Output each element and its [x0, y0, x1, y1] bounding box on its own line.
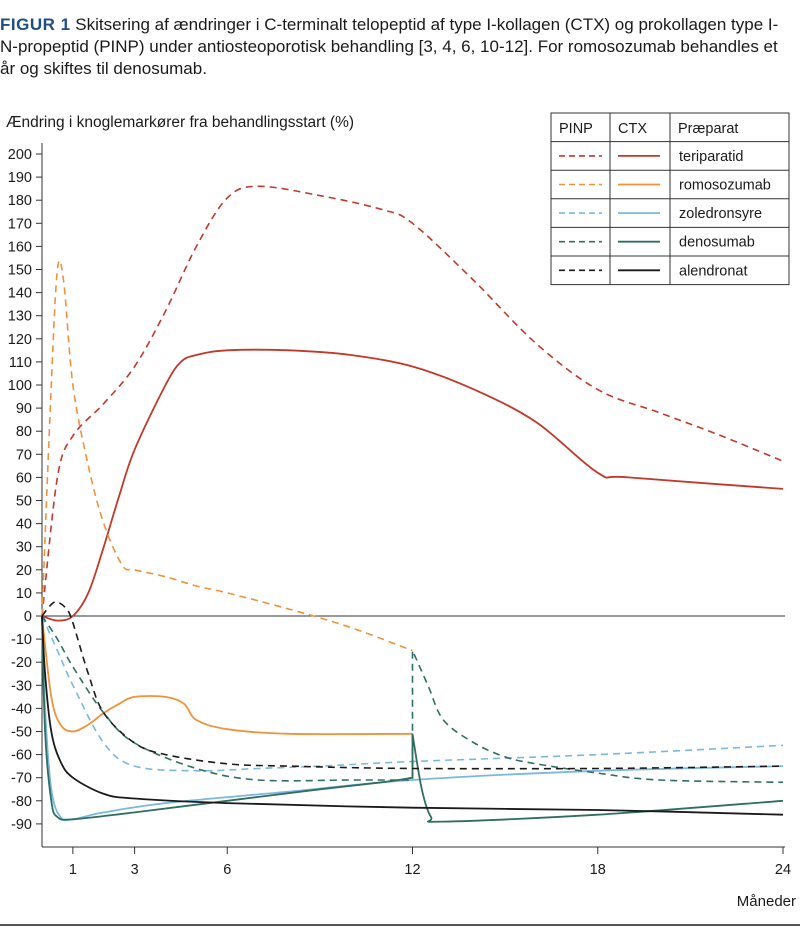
y-tick-label: 30 [16, 540, 32, 556]
y-tick-label: 80 [16, 424, 32, 440]
figure-label: FIGUR 1 [0, 15, 71, 34]
x-tick-label: 6 [223, 862, 231, 878]
series-zoledronsyre-ctx [41, 615, 784, 822]
series-denosumab-ctx [41, 615, 784, 823]
y-tick-label: 20 [16, 563, 32, 579]
x-axis-label: Måneder [737, 893, 796, 910]
y-tick-label: 0 [24, 609, 32, 625]
x-tick-label: 12 [404, 862, 420, 878]
x-tick-label: 1 [69, 862, 77, 878]
y-axis-label: Ændring i knoglemarkører fra behandlings… [6, 114, 354, 131]
y-tick-label: 70 [16, 447, 32, 463]
series-alendronat-ctx [41, 615, 784, 816]
y-tick-label: -10 [11, 632, 32, 648]
y-tick-label: -50 [11, 725, 32, 741]
y-tick-label: 60 [16, 470, 32, 486]
series-teriparatid-ctx [41, 348, 784, 622]
legend-entry: zoledronsyre [679, 206, 762, 222]
y-tick-label: 10 [16, 586, 32, 602]
legend-header: CTX [618, 121, 647, 137]
y-tick-label: -70 [11, 771, 32, 787]
y-tick-label: 170 [8, 216, 32, 232]
y-tick-label: 180 [8, 193, 32, 209]
y-tick-label: 160 [8, 239, 32, 255]
y-tick-label: -40 [11, 701, 32, 717]
y-tick-label: 40 [16, 517, 32, 533]
y-tick-label: 90 [16, 401, 32, 417]
x-tick-label: 3 [131, 862, 139, 878]
y-tick-label: 120 [8, 332, 32, 348]
x-tick-label: 18 [590, 862, 606, 878]
y-tick-label: -90 [11, 817, 32, 833]
bottom-rule [0, 924, 800, 926]
y-tick-label: -60 [11, 748, 32, 764]
axes: 2001901801701601501401301201101009080706… [8, 143, 791, 878]
figure-caption-text: Skitsering af ændringer i C-terminalt te… [0, 15, 779, 78]
y-tick-label: 140 [8, 286, 32, 302]
legend-entry: teriparatid [679, 149, 743, 165]
figure-caption: FIGUR 1 Skitsering af ændringer i C-term… [0, 14, 795, 80]
y-tick-label: -20 [11, 655, 32, 671]
series-zoledronsyre-pinp [41, 615, 784, 772]
series-layer [41, 185, 784, 823]
legend-entry: alendronat [679, 263, 748, 279]
series-romosozumab-ctx [41, 615, 413, 736]
y-tick-label: -30 [11, 678, 32, 694]
y-tick-label: 190 [8, 170, 32, 186]
legend-header: PINP [559, 121, 593, 137]
legend-entry: denosumab [679, 235, 755, 251]
legend-entry: romosozumab [679, 178, 771, 194]
y-tick-label: 150 [8, 263, 32, 279]
x-tick-label: 24 [775, 862, 791, 878]
y-tick-label: 130 [8, 309, 32, 325]
y-tick-label: -80 [11, 794, 32, 810]
legend: PINP CTX Præparat teriparatid romosozumab zol… [550, 112, 790, 286]
legend-header: Præparat [678, 121, 738, 137]
series-romosozumab-pinp [41, 259, 413, 652]
y-tick-label: 50 [16, 494, 32, 510]
y-tick-label: 200 [8, 147, 32, 163]
series-teriparatid-pinp [41, 185, 784, 617]
y-tick-label: 100 [8, 378, 32, 394]
series-alendronat-pinp [41, 601, 784, 770]
y-tick-label: 110 [9, 355, 32, 371]
